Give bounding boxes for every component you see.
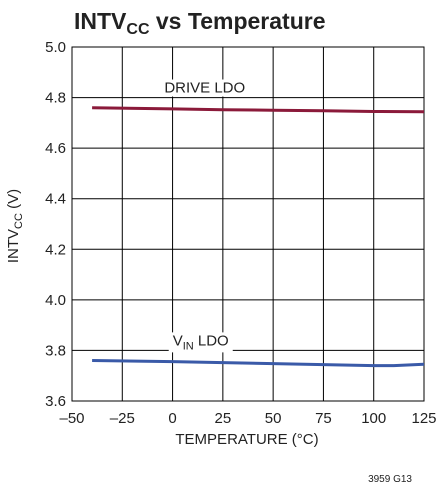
x-axis-ticks: –50 –25 0 25 50 75 100 125 xyxy=(59,410,436,427)
series-label-bg xyxy=(160,79,250,97)
series-label-text: VIN LDO xyxy=(173,332,229,352)
series-lines xyxy=(92,106,425,368)
grid xyxy=(71,46,425,402)
y-axis-label: INTVCC (V) xyxy=(5,189,25,263)
series-line-1 xyxy=(92,359,425,368)
chart-title: INTVCC vs Temperature xyxy=(74,8,325,38)
x-tick-label: –50 xyxy=(59,410,84,427)
x-axis-label: TEMPERATURE (°C) xyxy=(175,431,318,448)
x-tick-label: 50 xyxy=(265,410,282,427)
plot-frame xyxy=(71,46,425,402)
series-label-1: VIN LDO xyxy=(168,332,233,353)
x-tick-label: –25 xyxy=(110,410,135,427)
y-tick-label: 4.2 xyxy=(45,241,66,258)
x-tick-label: 75 xyxy=(315,410,332,427)
x-tick-label: 100 xyxy=(361,410,386,427)
series-label-text: DRIVE LDO xyxy=(164,80,245,97)
x-tick-label: 25 xyxy=(215,410,232,427)
series-line-0 xyxy=(92,106,425,114)
figure-code: 3959 G13 xyxy=(368,474,412,485)
y-tick-label: 4.4 xyxy=(45,191,66,208)
series-label-0: DRIVE LDO xyxy=(160,79,250,97)
series-labels: DRIVE LDO VIN LDO xyxy=(160,79,250,353)
y-tick-label: 3.6 xyxy=(45,393,66,410)
y-tick-label: 5.0 xyxy=(45,39,66,56)
y-tick-label: 4.8 xyxy=(45,90,66,107)
x-tick-label: 125 xyxy=(411,410,436,427)
y-tick-label: 4.0 xyxy=(45,292,66,309)
y-tick-label: 3.8 xyxy=(45,342,66,359)
y-tick-label: 4.6 xyxy=(45,140,66,157)
x-tick-label: 0 xyxy=(168,410,176,427)
y-axis-ticks: 3.6 3.8 4.0 4.2 4.4 4.6 4.8 5.0 xyxy=(45,39,66,410)
series-label-bg xyxy=(168,332,233,353)
